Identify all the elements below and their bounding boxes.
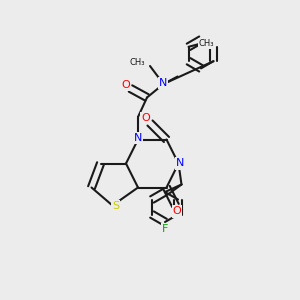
Text: O: O [172,206,182,217]
Text: O: O [141,113,150,123]
Text: S: S [112,201,119,211]
Text: N: N [176,158,184,169]
Text: CH₃: CH₃ [199,39,214,48]
Text: F: F [162,224,168,235]
Text: N: N [134,133,142,143]
Text: CH₃: CH₃ [129,58,145,67]
Text: O: O [121,80,130,90]
Text: N: N [159,78,167,88]
